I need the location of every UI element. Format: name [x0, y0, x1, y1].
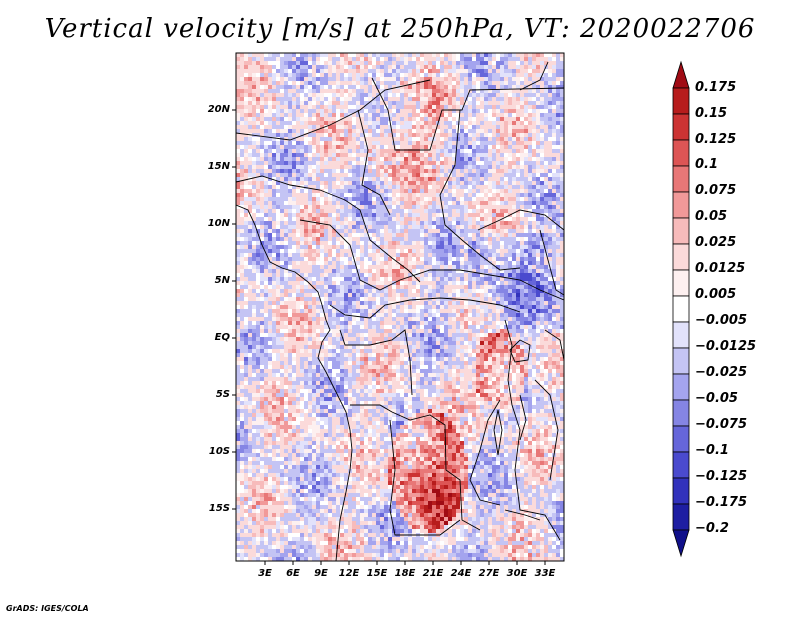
- colorbar-label: −0.05: [695, 391, 738, 406]
- colorbar-swatch: [672, 373, 690, 401]
- lon-label-18e: 18E: [394, 568, 416, 579]
- lon-label-9e: 9E: [314, 568, 328, 579]
- colorbar-swatch: [672, 347, 690, 375]
- lon-label-24e: 24E: [450, 568, 472, 579]
- colorbar-swatch: [672, 60, 690, 89]
- colorbar: [672, 60, 690, 558]
- grads-credit: GrADS: IGES/COLA: [6, 604, 89, 613]
- colorbar-swatch: [672, 529, 690, 558]
- colorbar-label: −0.2: [695, 521, 729, 536]
- colorbar-label: 0.175: [695, 80, 737, 95]
- colorbar-swatch: [672, 113, 690, 141]
- lat-label-15s: 15S: [208, 503, 230, 514]
- colorbar-label: 0.0125: [695, 261, 746, 276]
- colorbar-swatch: [672, 87, 690, 115]
- colorbar-label: −0.125: [695, 469, 748, 484]
- colorbar-label: 0.075: [695, 183, 737, 198]
- colorbar-label: −0.175: [695, 495, 748, 510]
- colorbar-label: 0.15: [695, 106, 728, 121]
- lon-label-27e: 27E: [478, 568, 500, 579]
- lon-label-12e: 12E: [338, 568, 360, 579]
- lon-label-6e: 6E: [286, 568, 300, 579]
- velocity-field: [236, 53, 564, 561]
- map-frame: [235, 52, 565, 562]
- colorbar-swatch: [672, 217, 690, 245]
- colorbar-swatch: [672, 425, 690, 453]
- colorbar-label: −0.1: [695, 443, 729, 458]
- colorbar-label: −0.0125: [695, 339, 757, 354]
- lat-label-20n: 20N: [207, 104, 230, 115]
- lon-label-3e: 3E: [258, 568, 272, 579]
- lat-label-eq: EQ: [214, 332, 230, 343]
- colorbar-label: −0.025: [695, 365, 748, 380]
- colorbar-swatch: [672, 503, 690, 531]
- colorbar-swatch: [672, 191, 690, 219]
- colorbar-label: −0.005: [695, 313, 748, 328]
- country-borders: [236, 61, 564, 561]
- colorbar-label: −0.075: [695, 417, 748, 432]
- lat-label-10s: 10S: [208, 446, 230, 457]
- lat-label-5s: 5S: [215, 389, 230, 400]
- lat-label-15n: 15N: [207, 161, 230, 172]
- colorbar-swatch: [672, 321, 690, 349]
- lon-label-21e: 21E: [422, 568, 444, 579]
- colorbar-swatch: [672, 295, 690, 323]
- colorbar-swatch: [672, 243, 690, 271]
- lon-label-33e: 33E: [534, 568, 556, 579]
- axis-ticks: [232, 109, 546, 565]
- colorbar-swatch: [672, 269, 690, 297]
- colorbar-swatch: [672, 451, 690, 479]
- colorbar-label: 0.05: [695, 209, 728, 224]
- lat-label-10n: 10N: [207, 218, 230, 229]
- colorbar-label: 0.005: [695, 287, 737, 302]
- plot-title: Vertical velocity [m/s] at 250hPa, VT: 2…: [44, 14, 756, 44]
- colorbar-label: 0.025: [695, 235, 737, 250]
- colorbar-swatch: [672, 399, 690, 427]
- lat-label-5n: 5N: [214, 275, 230, 286]
- colorbar-swatch: [672, 165, 690, 193]
- lon-label-15e: 15E: [366, 568, 388, 579]
- colorbar-swatch: [672, 477, 690, 505]
- colorbar-label: 0.1: [695, 157, 719, 172]
- colorbar-label: 0.125: [695, 132, 737, 147]
- lon-label-30e: 30E: [506, 568, 528, 579]
- colorbar-swatch: [672, 139, 690, 167]
